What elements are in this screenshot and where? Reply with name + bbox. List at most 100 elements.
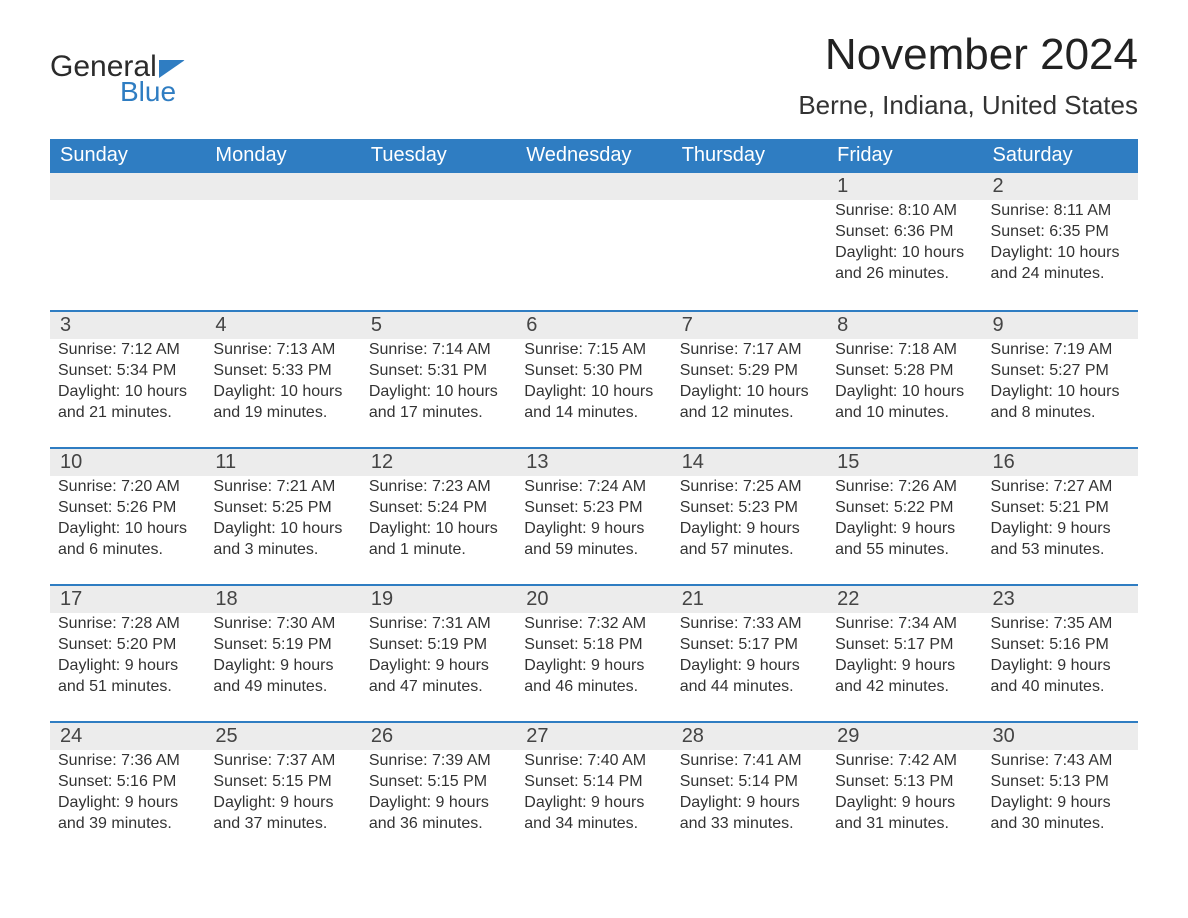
sunset-text: Sunset: 5:28 PM: [835, 360, 974, 381]
daylight-text-1: Daylight: 9 hours: [835, 655, 974, 676]
daylight-text-1: Daylight: 10 hours: [835, 381, 974, 402]
day-cell: Sunrise: 7:21 AMSunset: 5:25 PMDaylight:…: [205, 476, 360, 584]
daylight-text-2: and 51 minutes.: [58, 676, 197, 697]
daylight-text-1: Daylight: 10 hours: [524, 381, 663, 402]
day-cell: Sunrise: 7:20 AMSunset: 5:26 PMDaylight:…: [50, 476, 205, 584]
sunrise-text: Sunrise: 7:14 AM: [369, 339, 508, 360]
day-number: 26: [361, 723, 516, 750]
sunrise-text: Sunrise: 7:42 AM: [835, 750, 974, 771]
daylight-text-1: Daylight: 9 hours: [991, 792, 1130, 813]
day-number: 12: [361, 449, 516, 476]
sunrise-text: Sunrise: 7:13 AM: [213, 339, 352, 360]
sunrise-text: Sunrise: 7:43 AM: [991, 750, 1130, 771]
dow-monday: Monday: [205, 139, 360, 173]
daylight-text-1: Daylight: 10 hours: [369, 518, 508, 539]
week-row: Sunrise: 7:36 AMSunset: 5:16 PMDaylight:…: [50, 750, 1138, 858]
location-label: Berne, Indiana, United States: [798, 90, 1138, 121]
sunrise-text: Sunrise: 7:12 AM: [58, 339, 197, 360]
day-of-week-header: Sunday Monday Tuesday Wednesday Thursday…: [50, 139, 1138, 173]
day-number: 18: [205, 586, 360, 613]
sunset-text: Sunset: 5:30 PM: [524, 360, 663, 381]
day-cell: Sunrise: 8:11 AMSunset: 6:35 PMDaylight:…: [983, 200, 1138, 310]
dow-saturday: Saturday: [983, 139, 1138, 173]
day-number: 7: [672, 312, 827, 339]
day-number: 27: [516, 723, 671, 750]
sunset-text: Sunset: 5:13 PM: [835, 771, 974, 792]
sunset-text: Sunset: 5:15 PM: [369, 771, 508, 792]
sunset-text: Sunset: 5:21 PM: [991, 497, 1130, 518]
daylight-text-2: and 34 minutes.: [524, 813, 663, 834]
header: General Blue November 2024 Berne, Indian…: [50, 30, 1138, 121]
month-title: November 2024: [798, 30, 1138, 80]
day-number: 19: [361, 586, 516, 613]
daylight-text-1: Daylight: 9 hours: [680, 518, 819, 539]
day-cell: Sunrise: 7:15 AMSunset: 5:30 PMDaylight:…: [516, 339, 671, 447]
day-cell: Sunrise: 7:35 AMSunset: 5:16 PMDaylight:…: [983, 613, 1138, 721]
day-number: 22: [827, 586, 982, 613]
day-cell: Sunrise: 7:39 AMSunset: 5:15 PMDaylight:…: [361, 750, 516, 858]
sunset-text: Sunset: 5:14 PM: [680, 771, 819, 792]
week-number-band: 24252627282930: [50, 721, 1138, 750]
day-number: [672, 173, 827, 200]
day-cell: Sunrise: 7:37 AMSunset: 5:15 PMDaylight:…: [205, 750, 360, 858]
daylight-text-1: Daylight: 10 hours: [213, 518, 352, 539]
day-number: 5: [361, 312, 516, 339]
week-row: Sunrise: 8:10 AMSunset: 6:36 PMDaylight:…: [50, 200, 1138, 310]
sunrise-text: Sunrise: 7:31 AM: [369, 613, 508, 634]
day-cell: Sunrise: 7:19 AMSunset: 5:27 PMDaylight:…: [983, 339, 1138, 447]
sunset-text: Sunset: 5:34 PM: [58, 360, 197, 381]
daylight-text-2: and 55 minutes.: [835, 539, 974, 560]
sunset-text: Sunset: 5:22 PM: [835, 497, 974, 518]
sunrise-text: Sunrise: 7:34 AM: [835, 613, 974, 634]
sunrise-text: Sunrise: 7:15 AM: [524, 339, 663, 360]
day-number: 29: [827, 723, 982, 750]
daylight-text-2: and 53 minutes.: [991, 539, 1130, 560]
daylight-text-1: Daylight: 9 hours: [991, 518, 1130, 539]
day-number: 20: [516, 586, 671, 613]
daylight-text-1: Daylight: 9 hours: [991, 655, 1130, 676]
day-number: 16: [983, 449, 1138, 476]
day-cell: Sunrise: 7:25 AMSunset: 5:23 PMDaylight:…: [672, 476, 827, 584]
daylight-text-1: Daylight: 9 hours: [58, 655, 197, 676]
day-cell: [205, 200, 360, 310]
day-number: 8: [827, 312, 982, 339]
day-number: 15: [827, 449, 982, 476]
daylight-text-1: Daylight: 9 hours: [524, 518, 663, 539]
day-cell: Sunrise: 7:30 AMSunset: 5:19 PMDaylight:…: [205, 613, 360, 721]
sunrise-text: Sunrise: 7:30 AM: [213, 613, 352, 634]
day-cell: Sunrise: 7:12 AMSunset: 5:34 PMDaylight:…: [50, 339, 205, 447]
week-row: Sunrise: 7:12 AMSunset: 5:34 PM Daylight:…: [50, 339, 1138, 447]
sunrise-text: Sunrise: 7:25 AM: [680, 476, 819, 497]
daylight-text-1: Daylight: 9 hours: [835, 792, 974, 813]
sunrise-text: Sunrise: 7:35 AM: [991, 613, 1130, 634]
sunrise-text: Sunrise: 7:26 AM: [835, 476, 974, 497]
sunrise-text: Sunrise: 7:23 AM: [369, 476, 508, 497]
sunset-text: Sunset: 6:35 PM: [991, 221, 1130, 242]
sunset-text: Sunset: 5:18 PM: [524, 634, 663, 655]
daylight-text-2: and 8 minutes.: [991, 402, 1130, 423]
daylight-text-2: and 31 minutes.: [835, 813, 974, 834]
sunrise-text: Sunrise: 8:11 AM: [991, 200, 1130, 221]
week-row: Sunrise: 7:20 AMSunset: 5:26 PMDaylight:…: [50, 476, 1138, 584]
day-number: 14: [672, 449, 827, 476]
day-number: 28: [672, 723, 827, 750]
dow-tuesday: Tuesday: [361, 139, 516, 173]
sunset-text: Sunset: 5:17 PM: [835, 634, 974, 655]
week-number-band: 17181920212223: [50, 584, 1138, 613]
day-number: 24: [50, 723, 205, 750]
sunset-text: Sunset: 5:33 PM: [213, 360, 352, 381]
day-number: 6: [516, 312, 671, 339]
daylight-text-2: and 12 minutes.: [680, 402, 819, 423]
sunset-text: Sunset: 5:27 PM: [991, 360, 1130, 381]
daylight-text-2: and 19 minutes.: [213, 402, 352, 423]
daylight-text-2: and 42 minutes.: [835, 676, 974, 697]
daylight-text-1: Daylight: 9 hours: [524, 655, 663, 676]
daylight-text-2: and 44 minutes.: [680, 676, 819, 697]
sunset-text: Sunset: 6:36 PM: [835, 221, 974, 242]
day-cell: [50, 200, 205, 310]
day-cell: Sunrise: 7:41 AMSunset: 5:14 PMDaylight:…: [672, 750, 827, 858]
daylight-text-2: and 3 minutes.: [213, 539, 352, 560]
daylight-text-1: Daylight: 10 hours: [58, 518, 197, 539]
daylight-text-2: and 39 minutes.: [58, 813, 197, 834]
daylight-text-1: Daylight: 9 hours: [524, 792, 663, 813]
